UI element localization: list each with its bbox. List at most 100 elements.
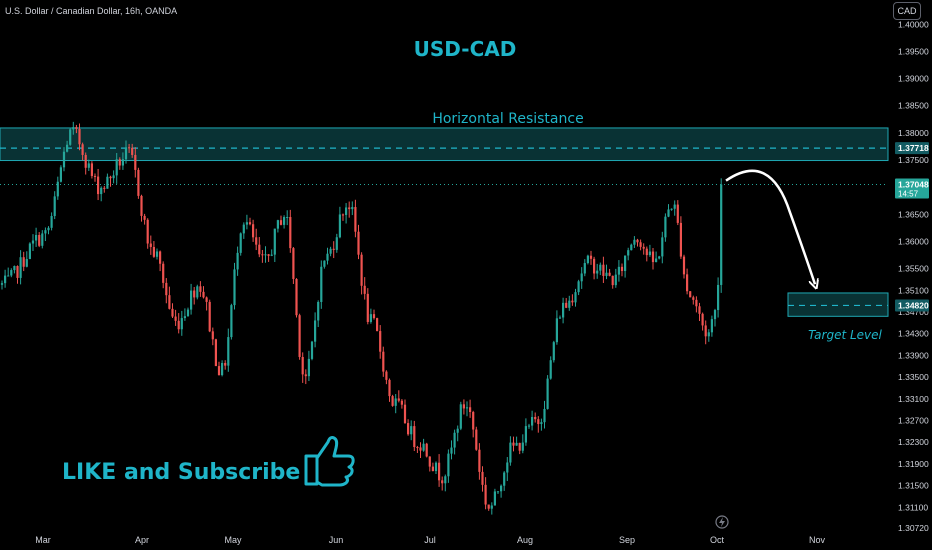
candle-body <box>673 204 676 209</box>
candle-body <box>7 275 10 277</box>
candle-body <box>202 291 205 298</box>
candle-body <box>221 363 224 376</box>
candle-body <box>165 282 168 296</box>
candle-body <box>664 216 667 238</box>
candle-body <box>16 266 19 278</box>
candle-body <box>500 485 503 492</box>
candle-body <box>382 351 385 372</box>
price-tick-label: 1.35100 <box>898 285 929 295</box>
candle-body <box>720 184 723 285</box>
candle-body <box>574 292 577 303</box>
candle-body <box>304 374 307 377</box>
candle-body <box>47 227 50 231</box>
candle-body <box>611 275 614 286</box>
price-tick-label: 1.31900 <box>898 459 929 469</box>
candle-body <box>602 264 605 276</box>
candle-body <box>81 144 84 155</box>
candle-body <box>121 159 124 166</box>
candle-body <box>577 281 580 293</box>
time-tick-label: Sep <box>619 535 635 545</box>
candle-body <box>270 254 273 256</box>
candle-body <box>484 484 487 505</box>
candle-body <box>62 151 66 168</box>
currency-button[interactable]: CAD <box>893 2 921 20</box>
candle-body <box>667 209 670 217</box>
candle-body <box>97 176 100 195</box>
candle-body <box>555 318 558 343</box>
lightning-icon[interactable] <box>715 515 729 529</box>
candle-body <box>698 306 701 314</box>
candle-body <box>214 339 217 367</box>
candle-body <box>146 219 149 244</box>
candle-body <box>22 257 25 267</box>
price-tick-label: 1.38000 <box>898 128 929 138</box>
candle-body <box>639 242 642 247</box>
candle-body <box>403 404 407 424</box>
candle-body <box>462 404 465 409</box>
resistance-price-value: 1.37718 <box>898 143 929 153</box>
candle-body <box>456 428 459 433</box>
time-tick-label: Oct <box>710 535 725 545</box>
candle-body <box>295 278 298 316</box>
candle-body <box>394 398 397 406</box>
candle-body <box>227 337 230 366</box>
candle-body <box>524 426 527 443</box>
projection-arrow <box>725 169 815 284</box>
candle-body <box>128 147 131 149</box>
price-tick-label: 1.39000 <box>898 74 929 84</box>
price-tick-label: 1.36000 <box>898 236 929 246</box>
candle-body <box>75 127 78 129</box>
candle-body <box>413 426 416 448</box>
price-axis: 1.40000 1.39500 1.39000 1.38500 1.38000 1.375… <box>895 19 929 533</box>
candle-body <box>301 356 304 375</box>
candle-body <box>562 302 565 318</box>
price-tick-label: 1.37500 <box>898 155 929 165</box>
candle-body <box>66 144 69 152</box>
resistance-zone[interactable] <box>0 127 889 162</box>
candle-body <box>19 257 22 278</box>
candle-body <box>345 207 348 215</box>
candle-body <box>614 274 617 286</box>
candle-body <box>78 128 81 145</box>
candle-body <box>292 248 295 279</box>
candle-body <box>453 432 456 448</box>
candle-body <box>354 207 357 232</box>
candle-body <box>689 291 692 298</box>
candle-body <box>140 195 143 216</box>
target-zone[interactable] <box>787 292 889 317</box>
candle-body <box>93 175 97 177</box>
candle-body <box>236 252 239 270</box>
candle-body <box>310 341 314 359</box>
candle-body <box>425 443 428 457</box>
candle-body <box>255 237 258 245</box>
candle-body <box>217 366 221 376</box>
candle-body <box>441 480 444 484</box>
time-tick-label: Nov <box>809 535 826 545</box>
candle-body <box>496 491 500 493</box>
candle-body <box>428 456 431 467</box>
candle-body <box>118 159 121 166</box>
resistance-label: Horizontal Resistance <box>432 111 583 127</box>
candle-body <box>174 316 177 321</box>
candle-body <box>279 220 283 225</box>
candle-body <box>143 215 146 220</box>
candle-body <box>242 224 245 234</box>
candle-body <box>546 378 549 409</box>
candle-body <box>438 462 441 481</box>
candle-body <box>580 273 583 282</box>
candle-body <box>472 412 475 430</box>
candle-body <box>137 169 140 196</box>
candle-body <box>608 272 611 276</box>
candle-body <box>155 251 159 257</box>
candle-body <box>400 400 403 405</box>
candle-body <box>152 246 155 257</box>
candle-body <box>627 250 630 256</box>
candle-body <box>317 301 320 321</box>
candle-body <box>571 300 574 303</box>
candle-body <box>320 266 323 302</box>
candle-body <box>103 187 106 189</box>
candle-body <box>109 176 112 179</box>
price-tick-label: 1.34300 <box>898 329 929 339</box>
candle-body <box>537 419 540 425</box>
